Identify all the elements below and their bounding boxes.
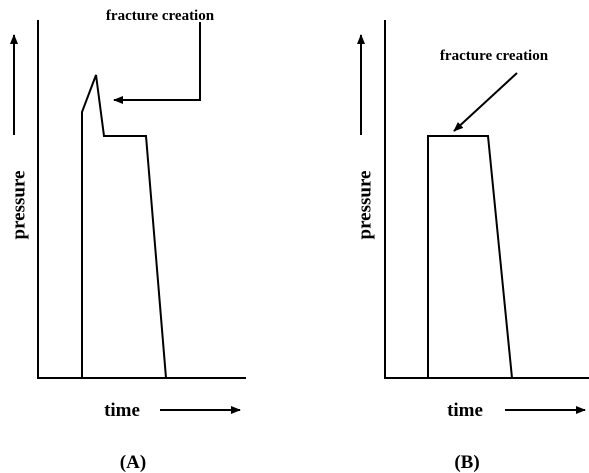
- axes: [37, 20, 246, 379]
- caption: (B): [454, 452, 479, 473]
- y-label: pressure: [354, 171, 375, 240]
- annotation: fracture creation: [440, 48, 549, 64]
- pressure-curve: [427, 135, 513, 379]
- axes: [384, 20, 589, 379]
- caption: (A): [120, 452, 146, 473]
- x-label: time: [104, 400, 140, 421]
- panel-b: fracture creation pressure time (B): [354, 20, 589, 473]
- annotation-arrow: [453, 72, 518, 132]
- panel-a: fracture creation pressure time (A): [8, 8, 246, 473]
- x-label: time: [447, 400, 483, 421]
- y-label: pressure: [8, 171, 29, 240]
- annotation-arrow: [113, 22, 201, 104]
- pressure-curve: [81, 74, 167, 379]
- annotation: fracture creation: [106, 8, 215, 24]
